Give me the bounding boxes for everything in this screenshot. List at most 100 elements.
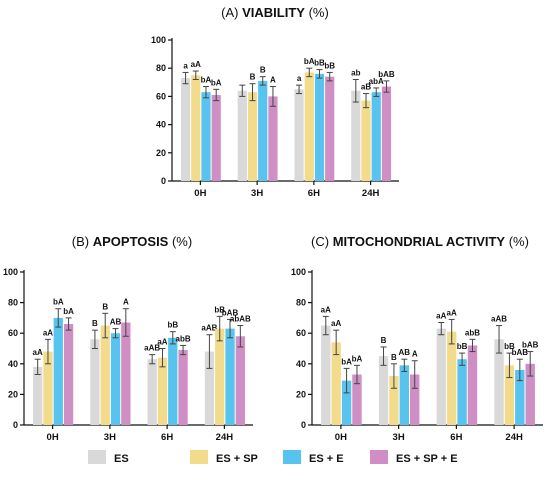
significance-label: bB	[504, 342, 515, 351]
bar	[314, 73, 325, 181]
bar	[504, 365, 515, 425]
bar	[268, 96, 278, 181]
bar	[361, 100, 371, 181]
y-tick-label: 60	[156, 91, 166, 101]
significance-label: aB	[361, 83, 371, 92]
bar	[436, 328, 446, 425]
bar	[352, 374, 362, 425]
legend-swatch	[283, 450, 301, 464]
x-tick-label: 24H	[505, 432, 523, 443]
significance-label: B	[102, 302, 108, 311]
significance-label: B	[260, 66, 266, 75]
y-tick-label: 80	[156, 63, 166, 73]
significance-label: A	[123, 298, 129, 307]
y-tick-label: 40	[296, 359, 306, 369]
significance-label: abAB	[230, 315, 251, 324]
significance-label: AB	[399, 348, 411, 357]
significance-label: abB	[176, 334, 191, 343]
significance-label: aA	[33, 348, 43, 357]
significance-label: AB	[110, 318, 122, 327]
significance-label: bAB	[522, 341, 539, 350]
bar	[237, 90, 247, 181]
significance-label: B	[250, 73, 256, 82]
x-tick-label: 24H	[216, 432, 234, 443]
y-tick-label: 0	[301, 420, 306, 430]
legend-swatch	[190, 450, 208, 464]
y-tick-label: 20	[296, 389, 306, 399]
significance-label: aA	[331, 319, 341, 328]
bar	[247, 92, 258, 181]
y-tick-label: 100	[291, 267, 306, 277]
legend-label: ES	[114, 453, 129, 465]
significance-label: bA	[201, 76, 212, 85]
x-tick-label: 3H	[251, 188, 263, 199]
significance-label: aA	[436, 311, 446, 320]
bar	[325, 76, 335, 181]
y-tick-label: 80	[296, 298, 306, 308]
chart-title: (C) MITOCHONDRIAL ACTIVITY (%)	[311, 234, 529, 249]
y-tick-label: 100	[3, 267, 18, 277]
y-tick-label: 0	[13, 420, 18, 430]
bar	[33, 366, 43, 425]
significance-label: bAB	[512, 348, 529, 357]
significance-label: bA	[341, 357, 352, 366]
significance-label: abB	[465, 328, 480, 337]
bar	[331, 342, 341, 425]
bar	[53, 317, 63, 425]
y-tick-label: 40	[156, 120, 166, 130]
significance-label: bB	[214, 305, 225, 314]
bar	[494, 339, 504, 425]
bar	[410, 374, 420, 425]
bar	[110, 333, 121, 425]
bar	[215, 328, 225, 425]
bar	[147, 359, 157, 425]
bar	[225, 328, 235, 425]
significance-label: A	[270, 76, 276, 85]
bar	[515, 369, 525, 425]
y-tick-label: 80	[8, 298, 18, 308]
bar	[90, 339, 100, 425]
legend-swatch	[370, 450, 388, 464]
bar	[258, 80, 268, 181]
legend-label: ES + SP	[216, 453, 258, 465]
significance-label: bA	[211, 78, 222, 87]
bar	[121, 322, 131, 425]
legend-label: ES + E	[309, 453, 344, 465]
x-tick-label: 0H	[47, 432, 59, 443]
bar	[341, 380, 352, 425]
bar	[294, 89, 304, 181]
x-tick-label: 0H	[335, 432, 347, 443]
y-tick-label: 20	[156, 148, 166, 158]
significance-label: bB	[167, 321, 178, 330]
bar	[178, 350, 188, 425]
x-tick-label: 6H	[450, 432, 462, 443]
y-tick-label: 40	[8, 359, 18, 369]
bar	[204, 351, 215, 425]
x-tick-label: 6H	[308, 188, 320, 199]
bar	[191, 75, 201, 181]
bar	[43, 351, 53, 425]
significance-label: bA	[53, 298, 64, 307]
bar	[201, 92, 211, 181]
significance-label: aAB	[144, 344, 160, 353]
bar	[389, 376, 399, 425]
significance-label: aA	[157, 338, 167, 347]
bar	[381, 86, 392, 181]
significance-label: bB	[324, 61, 335, 70]
chart-title: (A) VIABILITY (%)	[221, 5, 329, 20]
x-tick-label: 24H	[362, 188, 380, 199]
bar	[467, 345, 478, 425]
bar	[446, 331, 457, 425]
bar	[378, 356, 389, 425]
significance-label: ab	[351, 68, 360, 77]
significance-label: bAB	[378, 70, 395, 79]
significance-label: A	[412, 350, 418, 359]
significance-label: B	[92, 319, 98, 328]
x-tick-label: 0H	[194, 188, 206, 199]
significance-label: aA	[43, 328, 53, 337]
bar	[371, 92, 381, 181]
significance-label: abA	[369, 77, 384, 86]
y-tick-label: 60	[296, 328, 306, 338]
bar	[157, 357, 168, 425]
bar	[211, 94, 221, 181]
